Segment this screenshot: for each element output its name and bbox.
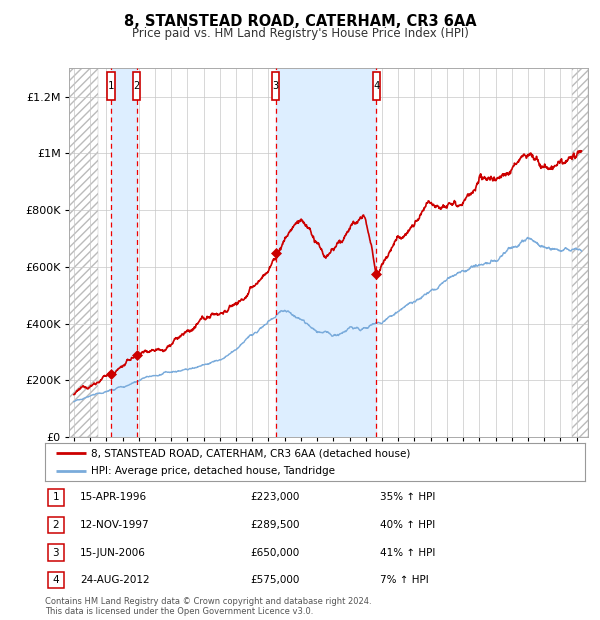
Text: 24-AUG-2012: 24-AUG-2012	[80, 575, 150, 585]
Text: Price paid vs. HM Land Registry's House Price Index (HPI): Price paid vs. HM Land Registry's House …	[131, 27, 469, 40]
Text: 40% ↑ HPI: 40% ↑ HPI	[380, 520, 435, 530]
Text: 1: 1	[52, 492, 59, 502]
Text: 2: 2	[52, 520, 59, 530]
Text: 7% ↑ HPI: 7% ↑ HPI	[380, 575, 428, 585]
Text: 35% ↑ HPI: 35% ↑ HPI	[380, 492, 435, 502]
Text: 41% ↑ HPI: 41% ↑ HPI	[380, 547, 435, 557]
FancyBboxPatch shape	[48, 489, 64, 506]
Bar	[276, 68, 376, 437]
Text: 4: 4	[52, 575, 59, 585]
Text: Contains HM Land Registry data © Crown copyright and database right 2024.
This d: Contains HM Land Registry data © Crown c…	[45, 597, 371, 616]
Text: 3: 3	[272, 81, 279, 91]
Text: 8, STANSTEAD ROAD, CATERHAM, CR3 6AA: 8, STANSTEAD ROAD, CATERHAM, CR3 6AA	[124, 14, 476, 29]
FancyBboxPatch shape	[48, 516, 64, 533]
Text: £650,000: £650,000	[250, 547, 299, 557]
Text: 12-NOV-1997: 12-NOV-1997	[80, 520, 150, 530]
Text: £223,000: £223,000	[250, 492, 299, 502]
Text: 15-JUN-2006: 15-JUN-2006	[80, 547, 146, 557]
Text: £575,000: £575,000	[250, 575, 299, 585]
Text: £289,500: £289,500	[250, 520, 300, 530]
Text: 8, STANSTEAD ROAD, CATERHAM, CR3 6AA (detached house): 8, STANSTEAD ROAD, CATERHAM, CR3 6AA (de…	[91, 448, 410, 458]
Text: 2: 2	[134, 81, 140, 91]
Bar	[111, 68, 137, 437]
Text: 4: 4	[373, 81, 379, 91]
Text: 15-APR-1996: 15-APR-1996	[80, 492, 147, 502]
FancyBboxPatch shape	[48, 572, 64, 588]
FancyBboxPatch shape	[272, 72, 280, 100]
FancyBboxPatch shape	[133, 72, 140, 100]
Text: 3: 3	[52, 547, 59, 557]
Text: 1: 1	[108, 81, 114, 91]
FancyBboxPatch shape	[373, 72, 380, 100]
Bar	[69, 68, 98, 437]
FancyBboxPatch shape	[48, 544, 64, 561]
Text: HPI: Average price, detached house, Tandridge: HPI: Average price, detached house, Tand…	[91, 466, 335, 476]
FancyBboxPatch shape	[107, 72, 115, 100]
Bar	[572, 68, 588, 437]
